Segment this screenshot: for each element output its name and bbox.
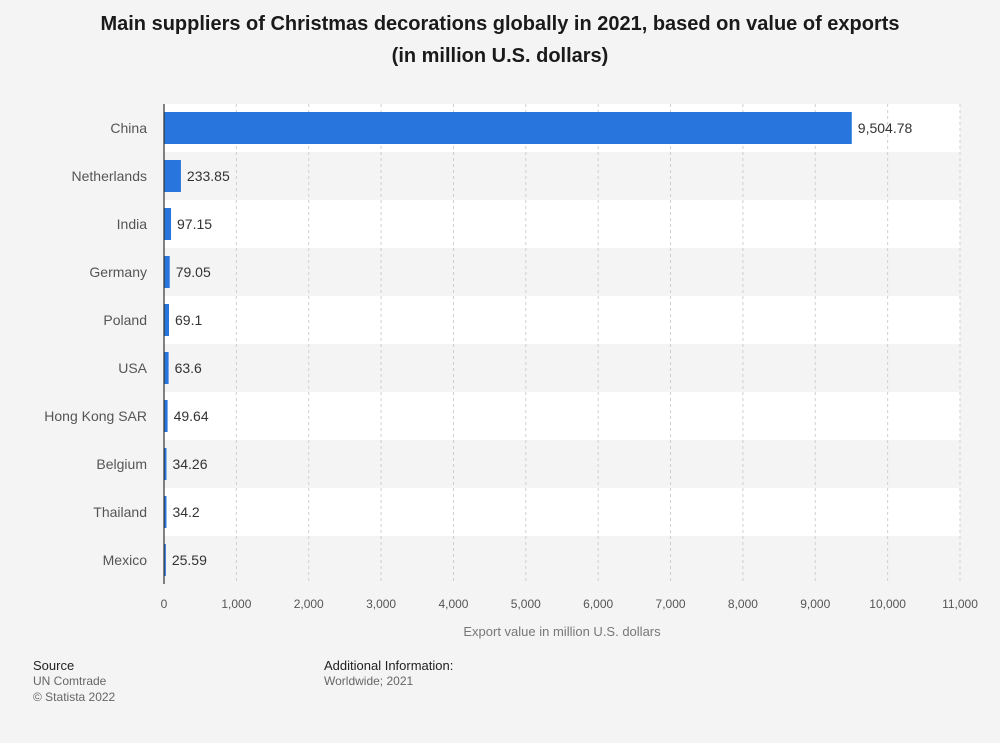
bar	[164, 448, 167, 480]
row-band	[164, 296, 960, 344]
x-axis-title: Export value in million U.S. dollars	[463, 624, 661, 639]
bar	[164, 496, 167, 528]
x-tick-label: 3,000	[366, 597, 396, 611]
category-label: Thailand	[93, 504, 147, 520]
source-block: Source UN Comtrade © Statista 2022	[33, 658, 115, 705]
row-band	[164, 344, 960, 392]
value-label: 233.85	[187, 168, 230, 184]
category-label: China	[110, 120, 147, 136]
category-label: USA	[118, 360, 147, 376]
additional-info-block: Additional Information: Worldwide; 2021	[324, 658, 453, 689]
value-label: 63.6	[175, 360, 202, 376]
bar	[164, 304, 170, 336]
bar	[164, 112, 852, 144]
additional-info-line: Worldwide; 2021	[324, 674, 414, 688]
x-tick-label: 0	[161, 597, 168, 611]
chart-title-line-2: (in million U.S. dollars)	[391, 45, 609, 67]
x-tick-label: 8,000	[728, 597, 758, 611]
x-tick-label: 11,000	[942, 597, 978, 611]
x-tick-label: 1,000	[221, 597, 251, 611]
bar	[164, 400, 168, 432]
x-tick-label: 10,000	[869, 597, 906, 611]
row-band	[164, 392, 960, 440]
x-tick-label: 6,000	[583, 597, 613, 611]
category-label: India	[117, 216, 148, 232]
row-band	[164, 488, 960, 536]
x-tick-label: 4,000	[438, 597, 468, 611]
bar-chart: China 9,504.78 Netherlands 233.85 India 97.15…	[44, 104, 978, 639]
x-tick-label: 9,000	[800, 597, 830, 611]
additional-info-heading: Additional Information:	[324, 658, 454, 673]
row-band	[164, 248, 960, 296]
value-label: 97.15	[177, 216, 212, 232]
value-label: 34.2	[172, 504, 199, 520]
row-band	[164, 440, 960, 488]
bar	[164, 352, 169, 384]
bar	[164, 160, 181, 192]
category-label: Germany	[89, 264, 147, 280]
chart-title-line-1: Main suppliers of Christmas decorations …	[100, 13, 900, 35]
copyright-line: © Statista 2022	[33, 690, 116, 704]
x-tick-label: 2,000	[294, 597, 324, 611]
category-label: Belgium	[96, 456, 147, 472]
category-label: Mexico	[103, 552, 148, 568]
category-label: Netherlands	[72, 168, 148, 184]
value-label: 25.59	[172, 552, 207, 568]
bar	[164, 208, 172, 240]
x-tick-label: 7,000	[656, 597, 686, 611]
row-band	[164, 152, 960, 200]
bar	[164, 544, 166, 576]
value-label: 49.64	[174, 408, 209, 424]
value-label: 9,504.78	[858, 120, 913, 136]
category-label: Poland	[103, 312, 147, 328]
value-label: 34.26	[172, 456, 207, 472]
value-label: 79.05	[176, 264, 211, 280]
category-label: Hong Kong SAR	[44, 408, 147, 424]
chart-title: Main suppliers of Christmas decorations …	[40, 8, 960, 72]
bar	[164, 256, 170, 288]
row-band	[164, 536, 960, 584]
source-heading: Source	[33, 658, 75, 673]
row-band	[164, 200, 960, 248]
x-tick-label: 5,000	[511, 597, 541, 611]
source-line: UN Comtrade	[33, 674, 107, 688]
value-label: 69.1	[175, 312, 202, 328]
